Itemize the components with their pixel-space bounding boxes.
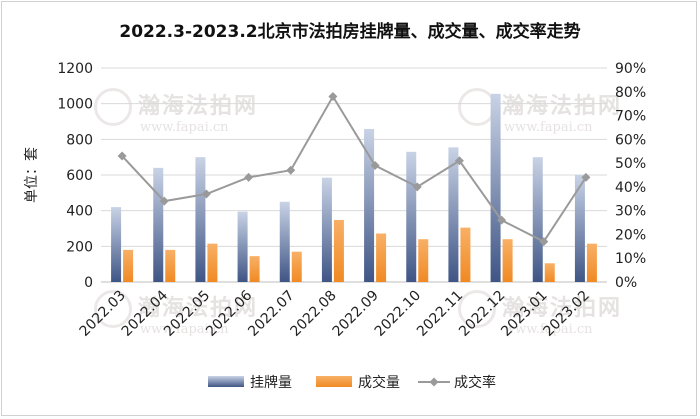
bar-deal bbox=[418, 239, 429, 282]
y2-tick-label: 80% bbox=[615, 85, 646, 101]
bar-deal bbox=[586, 243, 597, 282]
bar-listing bbox=[153, 167, 164, 282]
rate-marker bbox=[454, 156, 464, 166]
chart-title: 2022.3-2023.2北京市法拍房挂牌量、成交量、成交率走势 bbox=[119, 21, 580, 42]
y2-tick-label: 30% bbox=[615, 204, 646, 220]
legend-rate-marker bbox=[429, 377, 439, 387]
y2-tick-label: 10% bbox=[615, 251, 646, 267]
legend-deal-label: 成交量 bbox=[358, 374, 400, 391]
bar-deal bbox=[333, 219, 344, 282]
y-tick-label: 200 bbox=[66, 239, 93, 255]
bar-deal bbox=[165, 249, 176, 282]
y-axis-label: 单位：套 bbox=[24, 147, 40, 203]
bar-deal bbox=[502, 239, 513, 282]
bar-listing bbox=[364, 128, 375, 282]
bar-deal bbox=[376, 233, 387, 282]
bar-deal bbox=[249, 256, 260, 282]
rate-marker bbox=[286, 165, 296, 175]
y2-tick-label: 20% bbox=[615, 227, 646, 243]
rate-marker bbox=[539, 237, 549, 247]
bar-listing bbox=[406, 151, 417, 282]
y-tick-label: 800 bbox=[66, 132, 93, 148]
y2-tick-label: 40% bbox=[615, 180, 646, 196]
rate-marker bbox=[201, 189, 211, 199]
rate-marker bbox=[244, 172, 254, 182]
bar-listing bbox=[195, 157, 206, 282]
bar-deal bbox=[460, 227, 471, 282]
rate-marker bbox=[412, 182, 422, 192]
bar-listing bbox=[279, 201, 290, 282]
y2-tick-label: 50% bbox=[615, 156, 646, 172]
bar-listing bbox=[532, 157, 543, 282]
rate-marker bbox=[370, 160, 380, 170]
rate-line bbox=[121, 94, 587, 243]
bar-listing bbox=[448, 147, 459, 282]
bar-listing bbox=[574, 175, 585, 282]
bar-deal bbox=[544, 263, 555, 282]
legend-listing-label: 挂牌量 bbox=[250, 374, 292, 391]
y-tick-label: 1000 bbox=[57, 97, 93, 113]
x-tick-label: 2023.02 bbox=[540, 288, 592, 340]
y2-tick-label: 90% bbox=[615, 61, 646, 77]
bar-deal bbox=[207, 243, 218, 282]
legend-listing-swatch bbox=[208, 376, 244, 387]
y-tick-label: 400 bbox=[66, 204, 93, 220]
bar-listing bbox=[321, 177, 332, 282]
bar-listing bbox=[237, 211, 248, 282]
y2-tick-label: 60% bbox=[615, 132, 646, 148]
bar-listing bbox=[490, 93, 501, 282]
legend-deal-swatch bbox=[316, 376, 352, 387]
y-tick-label: 0 bbox=[84, 275, 93, 291]
bar-listing bbox=[111, 207, 122, 282]
rate-marker bbox=[159, 196, 169, 206]
bar-deal bbox=[123, 249, 134, 282]
rate-marker bbox=[497, 215, 507, 225]
y-tick-label: 600 bbox=[66, 168, 93, 184]
y-tick-label: 1200 bbox=[57, 61, 93, 77]
rate-marker bbox=[328, 92, 338, 102]
y2-tick-label: 0% bbox=[615, 275, 637, 291]
rate-marker bbox=[117, 151, 127, 161]
bar-deal bbox=[291, 251, 302, 282]
legend-rate-label: 成交率 bbox=[454, 374, 496, 391]
y2-tick-label: 70% bbox=[615, 109, 646, 125]
rate-marker bbox=[581, 172, 591, 182]
